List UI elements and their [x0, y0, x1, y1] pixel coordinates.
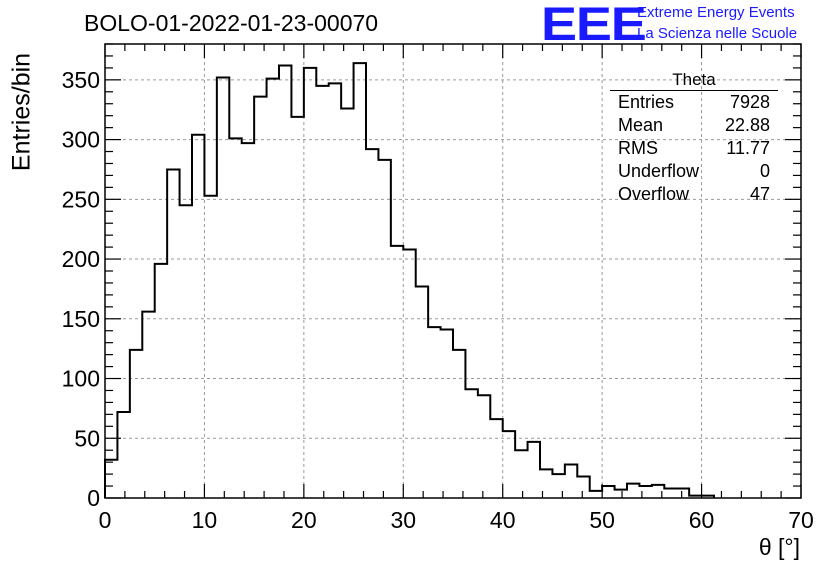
- y-tick-label: 300: [62, 127, 100, 153]
- stats-value: 7928: [729, 92, 770, 112]
- histogram-bin: [540, 469, 552, 498]
- y-tick-label: 350: [62, 67, 100, 93]
- stats-value: 22.88: [724, 115, 770, 135]
- histogram-bin: [403, 249, 415, 498]
- stats-label: Entries: [618, 92, 675, 112]
- stats-row-entries: Entries 7928: [610, 91, 778, 114]
- histogram-bin: [664, 488, 676, 498]
- histogram-bin: [478, 395, 490, 498]
- stats-label: RMS: [618, 138, 658, 158]
- y-axis-label: Entries/bin: [7, 52, 36, 172]
- histogram-bin: [341, 109, 353, 498]
- histogram-bin: [453, 350, 465, 498]
- histogram-bin: [702, 496, 714, 498]
- y-tick-label: 50: [74, 425, 100, 451]
- stats-label: Overflow: [618, 184, 690, 204]
- histogram-bin: [254, 97, 266, 498]
- stats-row-underflow: Underflow 0: [610, 160, 778, 183]
- x-tick-label: 30: [390, 507, 416, 533]
- stats-row-overflow: Overflow 47: [610, 183, 778, 206]
- chart-title: BOLO-01-2022-01-23-00070: [84, 10, 379, 36]
- histogram-bin: [677, 488, 689, 498]
- x-tick-label: 60: [689, 507, 715, 533]
- histogram-step-line: [104, 62, 715, 498]
- histogram-bin: [639, 486, 651, 498]
- logo-line-1: Extreme Energy Events: [637, 4, 795, 21]
- histogram-bin: [316, 86, 328, 498]
- logo-line-2: La Scienza nelle Scuole: [637, 25, 798, 42]
- histogram-bin: [378, 160, 390, 498]
- histogram-bin: [217, 77, 229, 498]
- x-tick-label: 10: [192, 507, 218, 533]
- histogram-bin: [267, 79, 279, 498]
- histogram-bin: [565, 465, 577, 498]
- y-tick-label: 200: [62, 246, 100, 272]
- histogram-bin: [155, 264, 167, 498]
- histogram-bin: [204, 196, 216, 498]
- y-tick-label: 150: [62, 306, 100, 332]
- stats-value: 47: [749, 184, 770, 204]
- histogram-bin: [615, 490, 627, 498]
- x-tick-label: 0: [99, 507, 112, 533]
- tick-labels: 0 10 20 30 40 50 60 70 0 50 100 150 200 250 300 350: [62, 67, 814, 533]
- histogram-bin: [577, 476, 589, 498]
- x-tick-label: 20: [291, 507, 317, 533]
- histogram-bin: [428, 327, 440, 498]
- eee-logo: EEE: [541, 0, 647, 50]
- histogram-bin: [329, 83, 341, 498]
- histogram-bin: [180, 205, 192, 498]
- stats-title: Theta: [610, 70, 778, 91]
- histogram-bin: [528, 442, 540, 498]
- histogram-bin: [515, 450, 527, 498]
- histogram-bin: [354, 63, 366, 498]
- histogram-bin: [416, 287, 428, 498]
- stats-label: Mean: [618, 115, 664, 135]
- axis-ticks: [104, 43, 802, 499]
- histogram-bin: [229, 138, 241, 498]
- histogram-bin: [465, 389, 477, 498]
- histogram-bin: [441, 330, 453, 498]
- stats-row-mean: Mean 22.88: [610, 114, 778, 137]
- histogram-bin: [142, 312, 154, 498]
- histogram-bin: [652, 485, 664, 498]
- x-tick-label: 70: [788, 507, 814, 533]
- stats-label: Underflow: [618, 161, 700, 181]
- stats-row-rms: RMS 11.77: [610, 137, 778, 160]
- histogram-bin: [304, 68, 316, 498]
- histogram-bin: [130, 350, 142, 498]
- histogram-bin: [105, 460, 117, 498]
- stats-value: 0: [759, 161, 770, 181]
- stats-box: Theta Entries 7928 Mean 22.88 RMS 11.77 …: [610, 70, 778, 206]
- histogram-bin: [117, 412, 129, 498]
- histogram-bin: [627, 484, 639, 498]
- histogram-bin: [602, 486, 614, 498]
- histogram-bin: [242, 143, 254, 498]
- histogram-bin: [391, 246, 403, 498]
- histogram-bin: [689, 496, 701, 498]
- histogram-bin: [279, 66, 291, 498]
- histogram-bin: [503, 431, 515, 498]
- y-tick-label: 250: [62, 186, 100, 212]
- histogram-bin: [590, 491, 602, 498]
- stats-value: 11.77: [726, 138, 770, 158]
- x-tick-label: 40: [490, 507, 516, 533]
- y-tick-label: 100: [62, 366, 100, 392]
- histogram-bin: [192, 135, 204, 498]
- x-axis-label: θ [°]: [758, 534, 800, 560]
- histogram-bin: [167, 169, 179, 498]
- histogram-bin: [552, 474, 564, 498]
- x-tick-label: 50: [589, 507, 615, 533]
- histogram-bin: [366, 149, 378, 498]
- histogram-bin: [490, 419, 502, 498]
- histogram-bin: [291, 117, 303, 498]
- y-tick-label: 0: [87, 485, 100, 511]
